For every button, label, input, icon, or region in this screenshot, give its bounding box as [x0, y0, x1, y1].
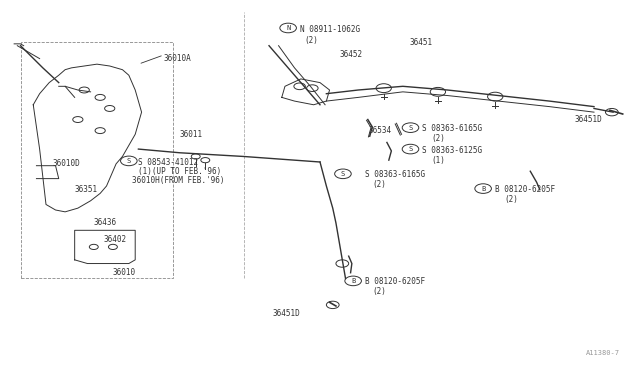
Text: S 08543-41012: S 08543-41012	[138, 157, 198, 167]
Text: S: S	[127, 158, 131, 164]
Text: (2): (2)	[431, 134, 445, 143]
Text: 36452: 36452	[339, 51, 362, 60]
Text: A11380-7: A11380-7	[586, 350, 620, 356]
Text: 36451D: 36451D	[575, 115, 603, 124]
Text: B 08120-6205F: B 08120-6205F	[365, 278, 425, 286]
Text: N 08911-1062G: N 08911-1062G	[300, 25, 360, 33]
Text: N: N	[286, 25, 291, 31]
Text: (2): (2)	[372, 288, 386, 296]
Text: (2): (2)	[372, 180, 386, 189]
Text: B: B	[351, 278, 355, 284]
Text: 36010A: 36010A	[164, 54, 191, 63]
Text: (2): (2)	[304, 36, 318, 45]
Text: 36402: 36402	[103, 235, 127, 244]
Text: S: S	[408, 125, 413, 131]
Text: (2): (2)	[505, 195, 518, 204]
Text: 36436: 36436	[94, 218, 117, 227]
Text: 36534: 36534	[369, 126, 392, 135]
Text: S: S	[408, 146, 413, 152]
Text: 36011: 36011	[180, 130, 203, 139]
Text: 36010D: 36010D	[52, 159, 80, 169]
Text: 36010H(FROM FEB.'96): 36010H(FROM FEB.'96)	[132, 176, 225, 185]
Text: S 08363-6165G: S 08363-6165G	[365, 170, 425, 179]
Text: S 08363-6165G: S 08363-6165G	[422, 124, 482, 133]
Text: S: S	[341, 171, 345, 177]
Text: B 08120-6205F: B 08120-6205F	[495, 185, 555, 194]
Text: 36351: 36351	[75, 185, 98, 194]
Text: 36451D: 36451D	[272, 309, 300, 318]
Text: (1): (1)	[431, 155, 445, 165]
Text: S 08363-6125G: S 08363-6125G	[422, 146, 482, 155]
Text: 36451: 36451	[409, 38, 433, 46]
Text: (1)(UP TO FEB.'96): (1)(UP TO FEB.'96)	[138, 167, 221, 176]
Text: B: B	[481, 186, 485, 192]
Text: 36010: 36010	[113, 268, 136, 277]
